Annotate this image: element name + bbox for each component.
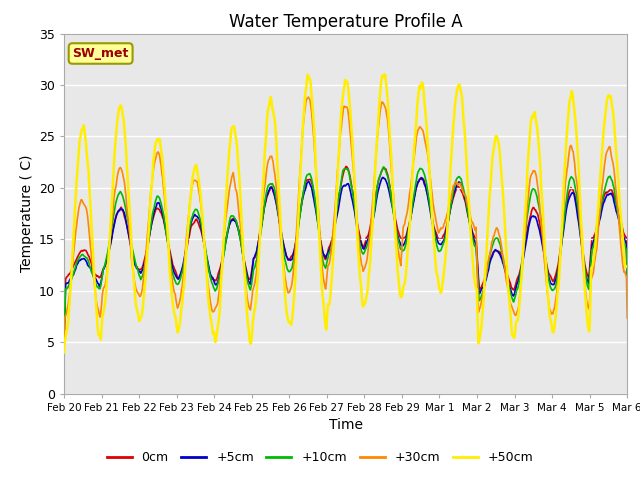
X-axis label: Time: Time	[328, 418, 363, 432]
Title: Water Temperature Profile A: Water Temperature Profile A	[228, 12, 463, 31]
Text: SW_met: SW_met	[72, 47, 129, 60]
Legend: 0cm, +5cm, +10cm, +30cm, +50cm: 0cm, +5cm, +10cm, +30cm, +50cm	[102, 446, 538, 469]
Y-axis label: Temperature ( C): Temperature ( C)	[20, 155, 33, 272]
